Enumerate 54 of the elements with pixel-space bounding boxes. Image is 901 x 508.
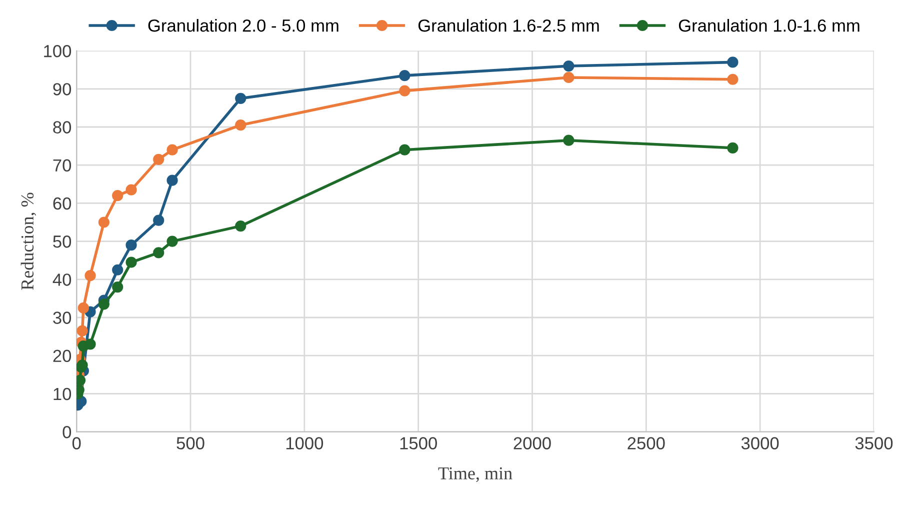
point xyxy=(166,174,178,186)
point xyxy=(166,144,178,156)
y-tick-label: 0 xyxy=(62,426,72,438)
point xyxy=(84,338,96,350)
y-tick-label: 90 xyxy=(53,83,72,96)
point xyxy=(98,298,110,310)
y-tick-label: 60 xyxy=(53,197,72,210)
point xyxy=(126,240,137,251)
point xyxy=(563,60,574,72)
y-tick-label: 30 xyxy=(53,312,72,324)
point xyxy=(399,85,410,96)
y-tick-label: 80 xyxy=(53,121,72,134)
y-tick-label: 100 xyxy=(44,44,72,58)
y-tick-label: 70 xyxy=(53,159,72,172)
legend-label: Granulation 2.0 - 5.0 mm xyxy=(148,18,338,32)
point xyxy=(235,120,246,131)
point xyxy=(126,184,137,196)
point xyxy=(727,142,738,154)
point xyxy=(166,236,178,247)
x-tick-label: 0 xyxy=(72,437,81,450)
x-axis-title: Time, min xyxy=(438,467,512,482)
x-tick-label: 1500 xyxy=(400,437,437,450)
point xyxy=(399,70,410,82)
y-tick-label: 50 xyxy=(53,235,72,248)
point xyxy=(563,134,574,146)
point xyxy=(153,154,164,165)
y-tick-label: 40 xyxy=(52,274,72,286)
y-tick-label: 20 xyxy=(53,350,72,362)
point xyxy=(98,216,110,228)
point xyxy=(399,144,410,156)
x-tick-label: 3500 xyxy=(855,437,893,450)
point xyxy=(235,220,246,232)
y-axis-title: Reduction, % xyxy=(20,192,36,290)
y-tick-label: 10 xyxy=(54,388,72,400)
legend-label: Granulation 1.0-1.6 mm xyxy=(678,18,860,32)
x-tick-label: 1000 xyxy=(286,437,324,450)
point xyxy=(76,325,88,336)
point xyxy=(112,264,124,276)
point xyxy=(563,72,574,84)
point xyxy=(78,302,89,314)
point xyxy=(727,74,738,85)
point xyxy=(727,56,738,68)
x-tick-label: 500 xyxy=(176,437,204,450)
point xyxy=(235,92,246,104)
x-tick-label: 3000 xyxy=(741,437,779,450)
point xyxy=(112,281,124,293)
point xyxy=(84,270,96,282)
legend-label: Granulation 1.6-2.5 mm xyxy=(418,18,599,32)
x-tick-label: 2500 xyxy=(628,437,665,450)
point xyxy=(153,214,164,226)
point xyxy=(112,190,124,202)
x-tick-label: 2000 xyxy=(514,437,551,450)
point xyxy=(126,256,137,268)
point xyxy=(153,247,164,258)
